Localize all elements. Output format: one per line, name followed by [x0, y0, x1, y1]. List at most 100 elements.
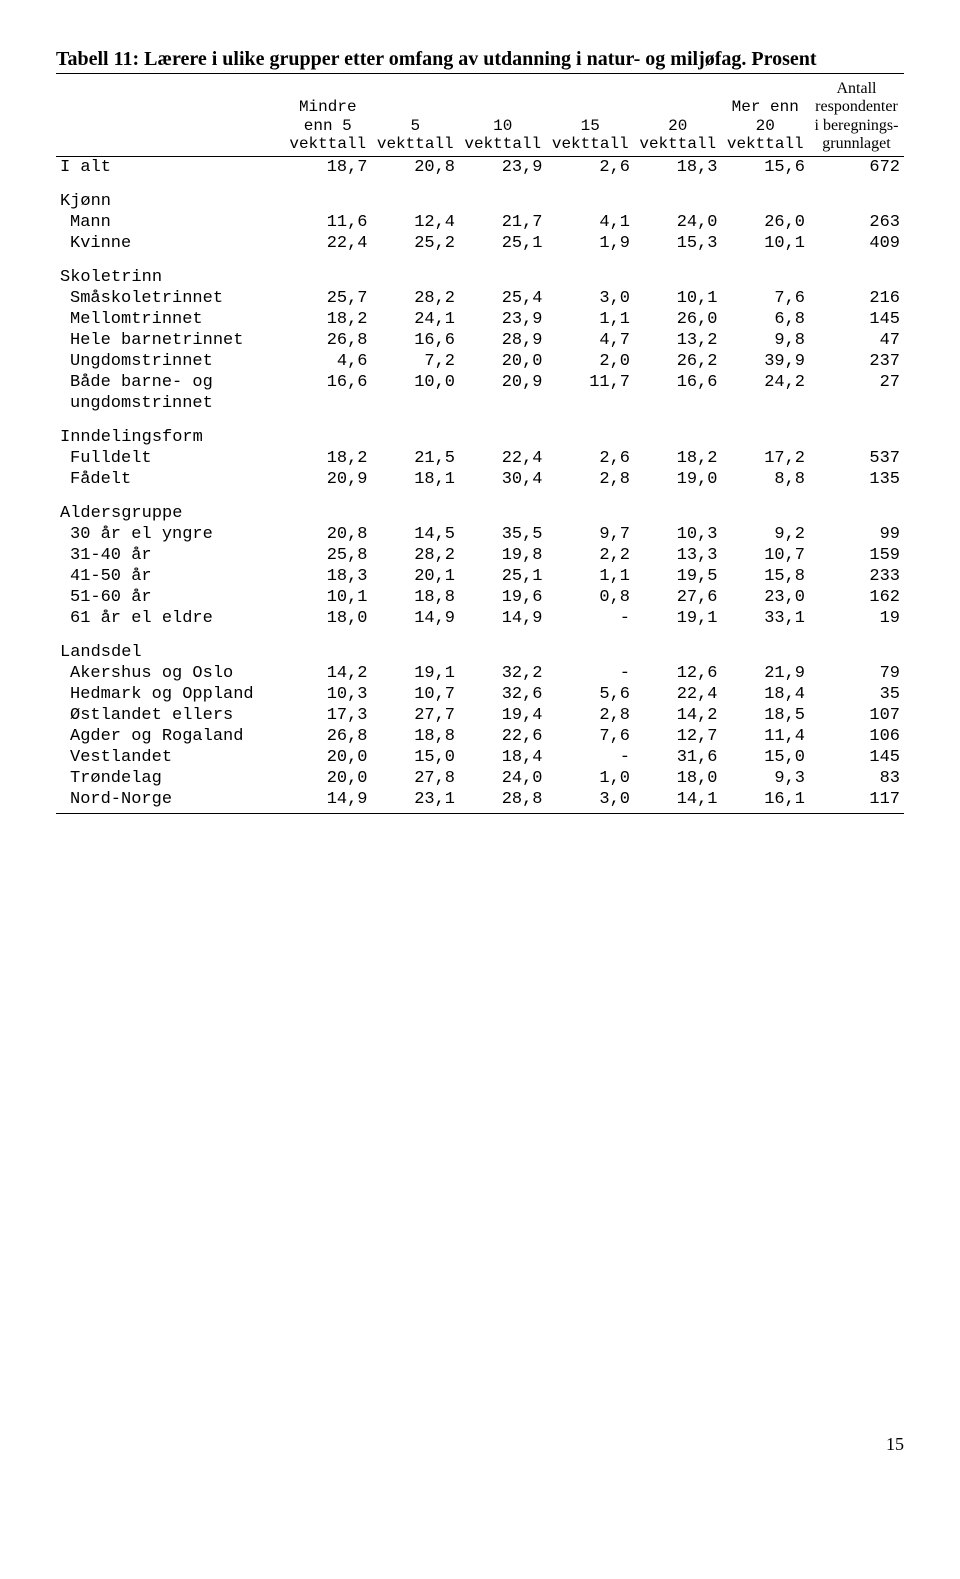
table-body: I alt18,720,823,92,618,315,6672KjønnMann… — [56, 156, 904, 813]
header-col-5: 20vekttall — [634, 78, 722, 156]
table-row: 61 år el eldre18,014,914,9-19,133,119 — [56, 608, 904, 629]
table-row: Mellomtrinnet18,224,123,91,126,06,8145 — [56, 309, 904, 330]
cell-value: 20,9 — [459, 372, 547, 393]
cell-value: 2,8 — [547, 705, 635, 726]
row-label: I alt — [56, 156, 284, 178]
cell-value: 1,1 — [547, 309, 635, 330]
table-row: Aldersgruppe — [56, 490, 904, 524]
cell-value — [809, 393, 904, 414]
cell-value: - — [547, 608, 635, 629]
header-col-4: 15vekttall — [547, 78, 635, 156]
cell-value: 216 — [809, 288, 904, 309]
cell-value: 145 — [809, 747, 904, 768]
cell-value: 9,3 — [722, 768, 810, 789]
cell-value: - — [547, 747, 635, 768]
cell-value: 16,1 — [722, 789, 810, 814]
cell-value: 23,9 — [459, 309, 547, 330]
data-table: Mindreenn 5vekttall 5vekttall 10vekttall… — [56, 78, 904, 814]
cell-value: 7,6 — [547, 726, 635, 747]
cell-value: 26,8 — [284, 726, 372, 747]
cell-value: 21,5 — [372, 448, 460, 469]
cell-value: 2,6 — [547, 156, 635, 178]
cell-value: 22,4 — [634, 684, 722, 705]
cell-value: 15,0 — [722, 747, 810, 768]
cell-value: 33,1 — [722, 608, 810, 629]
cell-value: 19,5 — [634, 566, 722, 587]
table-row: Agder og Rogaland26,818,822,67,612,711,4… — [56, 726, 904, 747]
section-label: Landsdel — [56, 629, 904, 663]
cell-value: 6,8 — [722, 309, 810, 330]
cell-value — [547, 393, 635, 414]
cell-value: 26,0 — [634, 309, 722, 330]
cell-value: 26,0 — [722, 212, 810, 233]
table-row: 51-60 år10,118,819,60,827,623,0162 — [56, 587, 904, 608]
section-label: Inndelingsform — [56, 414, 904, 448]
cell-value: 15,6 — [722, 156, 810, 178]
cell-value: 18,0 — [284, 608, 372, 629]
cell-value: 18,8 — [372, 726, 460, 747]
cell-value: 39,9 — [722, 351, 810, 372]
cell-value: 11,7 — [547, 372, 635, 393]
row-label: Småskoletrinnet — [56, 288, 284, 309]
cell-value: 32,2 — [459, 663, 547, 684]
cell-value: 24,0 — [634, 212, 722, 233]
cell-value: 25,1 — [459, 233, 547, 254]
table-row: Hedmark og Oppland10,310,732,65,622,418,… — [56, 684, 904, 705]
cell-value: 16,6 — [372, 330, 460, 351]
cell-value: 19,1 — [372, 663, 460, 684]
cell-value: 10,7 — [722, 545, 810, 566]
cell-value: 10,1 — [722, 233, 810, 254]
table-header-row: Mindreenn 5vekttall 5vekttall 10vekttall… — [56, 78, 904, 156]
row-label: Hele barnetrinnet — [56, 330, 284, 351]
cell-value: 14,1 — [634, 789, 722, 814]
row-label: Østlandet ellers — [56, 705, 284, 726]
cell-value: 28,2 — [372, 288, 460, 309]
cell-value: 9,2 — [722, 524, 810, 545]
cell-value: 15,8 — [722, 566, 810, 587]
cell-value: 135 — [809, 469, 904, 490]
cell-value: 17,3 — [284, 705, 372, 726]
cell-value: 10,7 — [372, 684, 460, 705]
cell-value: 27,8 — [372, 768, 460, 789]
cell-value: 25,7 — [284, 288, 372, 309]
cell-value: 32,6 — [459, 684, 547, 705]
row-label: Akershus og Oslo — [56, 663, 284, 684]
cell-value: 14,5 — [372, 524, 460, 545]
cell-value: 14,2 — [284, 663, 372, 684]
header-col-2: 5vekttall — [372, 78, 460, 156]
cell-value: 18,5 — [722, 705, 810, 726]
cell-value: 18,4 — [722, 684, 810, 705]
table-row: Inndelingsform — [56, 414, 904, 448]
cell-value: 4,6 — [284, 351, 372, 372]
cell-value: 14,9 — [284, 789, 372, 814]
cell-value: 18,1 — [372, 469, 460, 490]
cell-value: 20,8 — [284, 524, 372, 545]
cell-value: 145 — [809, 309, 904, 330]
cell-value: 24,2 — [722, 372, 810, 393]
cell-value: 10,1 — [634, 288, 722, 309]
table-row: Fulldelt18,221,522,42,618,217,2537 — [56, 448, 904, 469]
cell-value: 26,8 — [284, 330, 372, 351]
cell-value: 162 — [809, 587, 904, 608]
row-label: Fådelt — [56, 469, 284, 490]
row-label: 51-60 år — [56, 587, 284, 608]
cell-value: 19,4 — [459, 705, 547, 726]
table-row: Landsdel — [56, 629, 904, 663]
page-number: 15 — [56, 1434, 904, 1455]
cell-value: 107 — [809, 705, 904, 726]
cell-value: 537 — [809, 448, 904, 469]
cell-value: 10,0 — [372, 372, 460, 393]
table-row: Trøndelag20,027,824,01,018,09,383 — [56, 768, 904, 789]
cell-value: 83 — [809, 768, 904, 789]
cell-value: 10,3 — [284, 684, 372, 705]
cell-value: 12,7 — [634, 726, 722, 747]
table-row: ungdomstrinnet — [56, 393, 904, 414]
cell-value: 18,8 — [372, 587, 460, 608]
row-label: Kvinne — [56, 233, 284, 254]
cell-value: 1,0 — [547, 768, 635, 789]
row-label: 31-40 år — [56, 545, 284, 566]
header-col-1: Mindreenn 5vekttall — [284, 78, 372, 156]
cell-value — [372, 393, 460, 414]
row-label: Både barne- og — [56, 372, 284, 393]
cell-value: - — [547, 663, 635, 684]
